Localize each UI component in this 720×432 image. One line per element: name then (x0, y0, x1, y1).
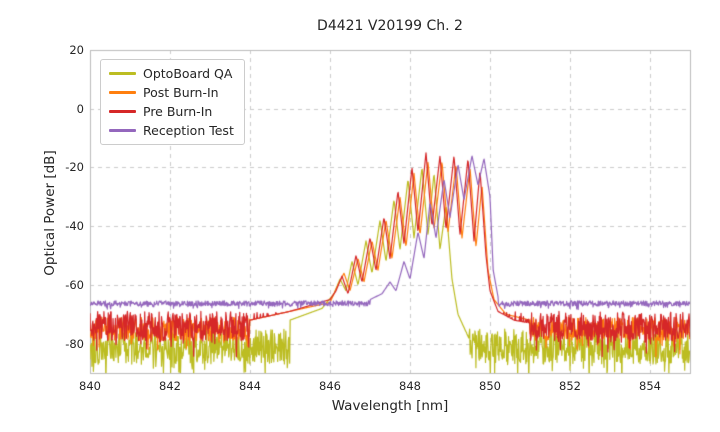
legend: OptoBoard QA Post Burn-In Pre Burn-In Recep… (100, 59, 245, 145)
y-tick-label: -80 (65, 336, 84, 351)
legend-label: OptoBoard QA (143, 66, 233, 81)
y-tick-label: 20 (69, 43, 84, 57)
x-axis-label: Wavelength [nm] (331, 398, 449, 414)
x-tick-label: 850 (479, 379, 501, 393)
legend-line-swatch (109, 72, 136, 75)
legend-line-swatch (109, 129, 136, 132)
x-tick-label: 848 (399, 379, 421, 393)
legend-line-swatch (109, 110, 136, 113)
x-tick-label: 840 (79, 379, 101, 393)
y-tick-label: -20 (65, 160, 84, 175)
x-tick-label: 842 (159, 379, 181, 393)
legend-item: OptoBoard QA (109, 66, 234, 81)
x-tick-label: 852 (559, 379, 581, 393)
legend-item: Pre Burn-In (109, 104, 234, 119)
y-tick-label: 0 (76, 101, 84, 116)
y-axis-label: Optical Power [dB] (42, 150, 58, 276)
legend-label: Pre Burn-In (143, 104, 213, 119)
x-tick-label: 846 (319, 379, 341, 393)
chart-title: D4421 V20199 Ch. 2 (317, 18, 463, 34)
legend-item: Reception Test (109, 123, 234, 138)
legend-line-swatch (109, 91, 136, 94)
legend-item: Post Burn-In (109, 85, 234, 100)
x-tick-label: 854 (639, 379, 661, 393)
y-tick-label: -40 (65, 219, 84, 234)
legend-label: Post Burn-In (143, 85, 219, 100)
legend-label: Reception Test (143, 123, 234, 138)
x-tick-label: 844 (239, 379, 261, 393)
y-tick-label: -60 (65, 277, 84, 292)
